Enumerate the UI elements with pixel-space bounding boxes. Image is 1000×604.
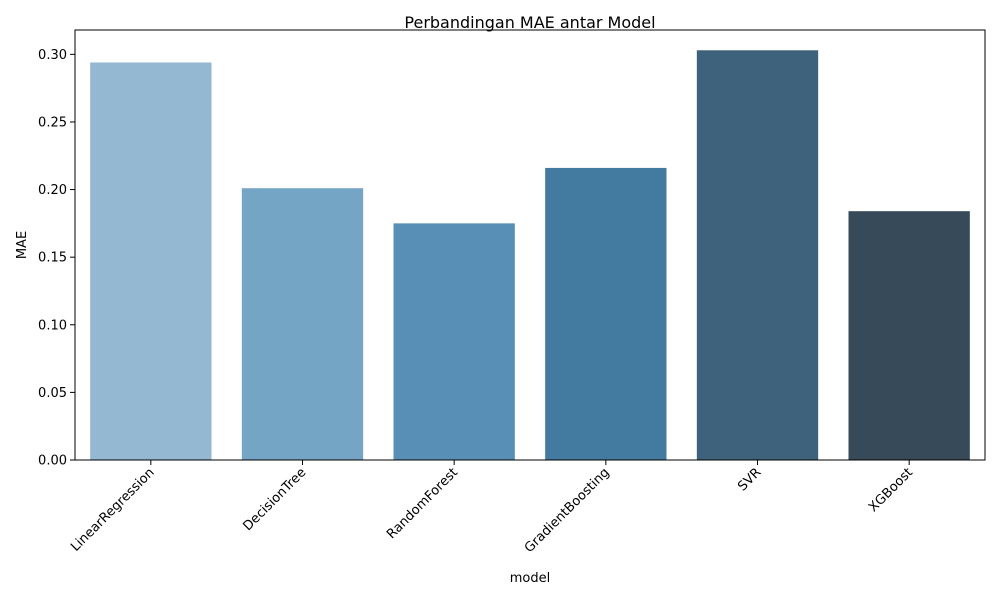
y-tick-label: 0.20: [38, 183, 67, 198]
y-tick-label: 0.15: [38, 251, 67, 266]
plot-frame: [74, 29, 986, 461]
x-tick-label: XGBoost: [866, 465, 916, 515]
y-tick-label: 0.10: [38, 318, 67, 333]
bar-linearregression: [90, 62, 212, 460]
x-tick-label: GradientBoosting: [522, 465, 613, 556]
bar-decisiontree: [241, 188, 364, 460]
bar-randomforest: [393, 223, 515, 460]
x-axis-label: model: [510, 571, 550, 586]
bars-layer: [90, 50, 970, 461]
bar-gradientboosting: [545, 167, 667, 461]
bar-xgboost: [848, 211, 970, 460]
chart-title: Perbandingan MAE antar Model: [404, 13, 655, 32]
y-tick-label: 0.30: [38, 48, 67, 63]
x-tick-label: DecisionTree: [240, 465, 309, 534]
y-axis-label: MAE: [15, 231, 30, 259]
y-tick-label: 0.00: [38, 454, 67, 469]
y-tick-label: 0.25: [38, 115, 67, 130]
y-tick-label: 0.05: [38, 386, 67, 401]
x-tick-label: SVR: [735, 465, 764, 494]
x-axis: LinearRegression DecisionTree RandomForest…: [68, 460, 916, 556]
x-tick-label: LinearRegression: [68, 465, 157, 554]
x-tick-label: RandomForest: [384, 465, 461, 542]
y-axis: 0.00 0.05 0.10 0.15 0.20 0.25 0.30: [38, 48, 75, 469]
bar-svr: [696, 50, 819, 460]
